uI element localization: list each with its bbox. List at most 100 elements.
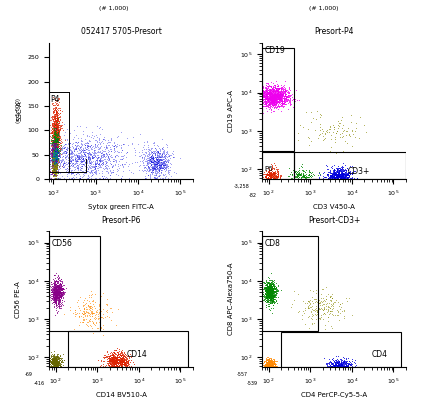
Point — [52, 163, 59, 169]
Point — [329, 306, 336, 312]
Point — [66, 160, 72, 167]
Point — [48, 121, 55, 128]
Point — [343, 166, 349, 173]
Point — [79, 147, 86, 153]
Point — [60, 288, 67, 295]
Point — [54, 361, 61, 368]
Point — [57, 293, 64, 300]
Point — [51, 172, 58, 178]
Point — [80, 172, 87, 179]
Point — [270, 367, 277, 373]
Point — [266, 93, 273, 100]
Point — [268, 366, 274, 373]
Point — [264, 108, 271, 114]
Point — [96, 174, 103, 181]
Point — [264, 95, 271, 102]
Point — [300, 123, 306, 130]
Point — [338, 362, 345, 369]
Point — [270, 97, 277, 103]
Point — [326, 358, 333, 365]
Point — [51, 143, 57, 150]
Point — [267, 285, 274, 292]
Point — [286, 84, 293, 91]
Point — [262, 363, 269, 370]
Point — [51, 128, 58, 135]
Point — [331, 124, 338, 131]
Point — [50, 169, 56, 175]
Point — [275, 96, 282, 102]
Point — [55, 362, 62, 369]
Point — [53, 144, 60, 150]
Point — [269, 363, 276, 370]
Point — [57, 285, 64, 292]
Point — [56, 109, 63, 116]
Point — [42, 149, 48, 155]
Point — [340, 367, 346, 373]
Point — [270, 292, 277, 299]
Point — [53, 133, 60, 140]
Point — [277, 94, 284, 100]
Point — [52, 364, 59, 370]
Point — [49, 163, 56, 170]
Point — [330, 170, 337, 177]
Point — [109, 355, 115, 361]
Point — [326, 361, 333, 367]
Point — [340, 357, 347, 364]
Point — [53, 135, 60, 142]
Point — [282, 93, 289, 100]
Point — [40, 142, 46, 148]
Point — [343, 171, 349, 178]
Point — [76, 161, 83, 167]
Point — [52, 133, 59, 140]
Point — [56, 162, 63, 169]
Point — [117, 352, 124, 358]
Point — [150, 164, 157, 170]
Point — [68, 171, 75, 178]
Point — [157, 164, 163, 170]
Point — [269, 363, 276, 369]
Point — [265, 363, 272, 369]
Point — [52, 284, 59, 290]
Point — [269, 173, 276, 180]
Point — [275, 91, 282, 98]
Point — [329, 361, 336, 368]
Point — [118, 350, 125, 356]
Point — [53, 353, 60, 360]
Point — [110, 366, 117, 373]
Point — [260, 87, 266, 93]
Point — [269, 94, 275, 100]
Point — [147, 162, 154, 169]
Point — [152, 164, 158, 171]
Point — [56, 285, 63, 291]
Point — [265, 287, 272, 294]
Point — [276, 89, 283, 95]
Point — [164, 163, 171, 170]
Point — [50, 290, 57, 297]
Point — [50, 296, 57, 303]
Point — [158, 151, 165, 158]
Point — [268, 178, 275, 185]
Point — [55, 367, 61, 374]
Point — [109, 355, 116, 361]
Point — [88, 152, 95, 159]
Point — [52, 115, 59, 121]
Point — [270, 96, 277, 103]
Point — [297, 173, 304, 180]
Point — [269, 297, 276, 304]
Point — [53, 292, 60, 299]
Point — [269, 177, 276, 184]
Point — [53, 165, 60, 172]
Point — [103, 166, 110, 173]
Point — [344, 363, 351, 369]
Point — [53, 129, 60, 136]
Point — [56, 352, 63, 358]
Point — [283, 88, 290, 94]
Point — [330, 365, 336, 372]
Point — [54, 138, 61, 144]
Point — [292, 176, 299, 183]
Point — [275, 92, 282, 99]
Point — [114, 167, 121, 174]
Point — [46, 151, 53, 157]
Point — [52, 285, 59, 291]
Point — [116, 363, 123, 369]
